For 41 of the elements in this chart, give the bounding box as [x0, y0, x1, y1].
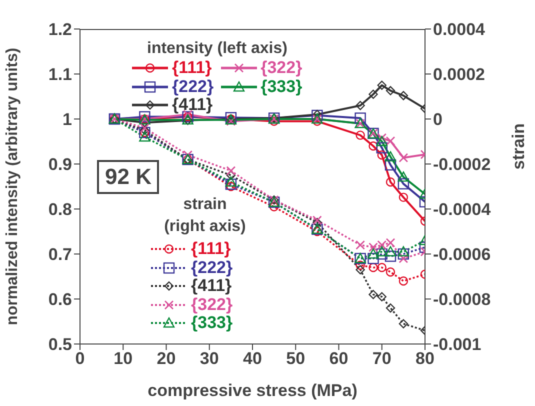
y2-tick-label: 0.0002 — [433, 65, 485, 84]
x-tick-label: 80 — [416, 349, 434, 368]
y-tick-label: 0.8 — [48, 200, 72, 220]
x-tick-label: 40 — [243, 349, 262, 368]
y2-tick-label: -0.0004 — [433, 200, 492, 220]
x-tick-label: 10 — [114, 349, 133, 368]
y-tick-label: 1.1 — [48, 65, 72, 84]
x-tick-label: 30 — [200, 349, 219, 368]
legend-label: {111} — [191, 239, 231, 258]
legend-label: {333} — [191, 313, 233, 332]
x-tick-label: 0 — [75, 349, 85, 368]
y2-tick-label: -0.0008 — [433, 290, 491, 310]
y-axis-title: normalized intensity (arbitrary units) — [4, 48, 21, 326]
y2-tick-label: -0.0002 — [433, 155, 491, 174]
y2-tick-label: 0 — [433, 110, 442, 130]
y2-tick-label: -0.001 — [433, 335, 482, 354]
legend-label: {322} — [191, 294, 233, 314]
annotation: strain (right axis) — [163, 195, 247, 237]
y2-axis-title: strain — [509, 123, 528, 170]
y-tick-label: 0.6 — [48, 290, 72, 310]
y2-tick-label: 0.0004 — [433, 20, 486, 40]
y-tick-label: 0.9 — [48, 155, 72, 174]
legend-label: {333} — [260, 76, 302, 96]
annotation: 92 K — [97, 160, 160, 194]
legend-label: {411} — [191, 276, 232, 296]
x-tick-label: 60 — [329, 349, 348, 368]
legend-label: {411} — [172, 95, 213, 114]
y-tick-label: 1.2 — [48, 20, 72, 40]
legend-label: {222} — [172, 76, 214, 96]
legend-label: {111} — [172, 58, 212, 78]
y-tick-label: 1 — [62, 110, 72, 130]
y2-tick-label: -0.0006 — [433, 245, 491, 264]
x-tick-label: 20 — [156, 349, 176, 368]
annotation: intensity (left axis) — [147, 39, 288, 59]
x-axis-title: compressive stress (MPa) — [148, 381, 358, 400]
legend-label: {322} — [260, 58, 302, 78]
legend-label: {222} — [191, 258, 233, 277]
y-tick-label: 0.7 — [48, 245, 72, 264]
x-tick-label: 50 — [286, 349, 306, 368]
x-tick-label: 70 — [372, 349, 392, 368]
y-tick-label: 0.5 — [48, 335, 72, 354]
